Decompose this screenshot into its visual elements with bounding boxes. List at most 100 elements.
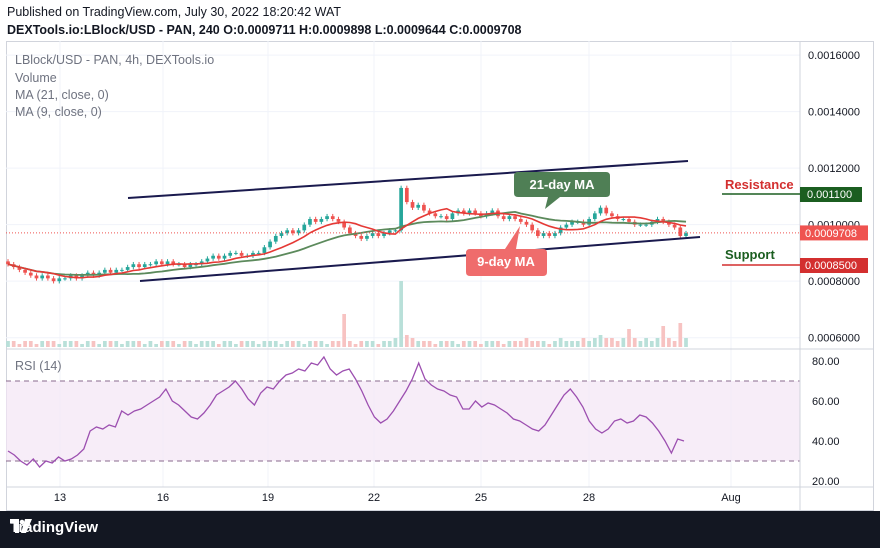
candle [234, 250, 238, 256]
candle [325, 213, 329, 222]
volume-bar [40, 341, 45, 347]
volume-bar [17, 344, 22, 347]
candle [598, 205, 603, 216]
volume-bar [85, 341, 90, 347]
legend-ma9: MA (9, close, 0) [15, 105, 102, 119]
volume-bar [627, 329, 631, 347]
candle [541, 230, 546, 239]
candle [507, 213, 512, 222]
volume-bar [456, 344, 460, 347]
volume-bar [103, 341, 107, 347]
volume-bar [490, 341, 495, 347]
volume-bar [273, 341, 278, 347]
candle [359, 233, 364, 242]
volume-bar [51, 341, 56, 347]
high-value: 0.0009898 [312, 23, 372, 37]
volume-bar [433, 344, 438, 347]
candle [553, 230, 557, 239]
tradingview-logo-icon [10, 519, 32, 533]
volume-bar [125, 341, 130, 347]
candle [450, 211, 455, 222]
volume-bar [28, 341, 33, 347]
ma9-line [7, 207, 687, 279]
tradingview-logo[interactable]: TradingView [10, 519, 98, 536]
volume-bar [34, 344, 39, 347]
price-tick: 0.0016000 [808, 50, 860, 62]
channel-upper [127, 160, 689, 199]
volume-bar [427, 341, 432, 347]
volume-bar [524, 338, 529, 347]
candle [564, 222, 569, 230]
volume-bar [410, 338, 415, 347]
ohlc-line: DEXTools.io:LBlock/USD - PAN, 240 O:0.00… [7, 23, 522, 37]
volume-bar [547, 344, 552, 347]
volume-bar [74, 341, 79, 347]
candle [439, 213, 443, 219]
volume-bar [68, 341, 73, 347]
volume-bar [97, 344, 102, 347]
candle [308, 216, 312, 227]
volume-bar [148, 341, 153, 347]
volume-bar [632, 338, 637, 347]
volume-bar [598, 335, 603, 347]
volume-bar [177, 344, 181, 347]
candle [524, 219, 529, 227]
volume-bar [154, 344, 158, 347]
volume-bar [234, 344, 238, 347]
volume-bar [479, 344, 483, 347]
symbol-label: DEXTools.io:LBlock/USD - PAN, 240 [7, 23, 220, 37]
rsi-band [6, 381, 800, 461]
candle [461, 208, 466, 216]
candle [302, 222, 307, 233]
volume-bar [182, 341, 187, 347]
volume-bar [496, 341, 500, 347]
volume-bar [393, 338, 398, 347]
ma21-annotation: 21-day MA [514, 172, 610, 209]
volume-bar [165, 341, 170, 347]
volume-bar [473, 341, 478, 347]
low-value: 0.0009644 [386, 23, 446, 37]
candle [148, 261, 153, 267]
volume-bar [302, 344, 307, 347]
candle [678, 225, 683, 239]
volume-bar [251, 341, 255, 347]
price-tick: 0.0008000 [808, 276, 860, 288]
volume-bar [216, 344, 221, 347]
volume-bar [684, 338, 688, 347]
candle [427, 208, 432, 216]
candle [228, 250, 233, 259]
resistance-tag [800, 187, 862, 202]
volume-bar [610, 338, 614, 347]
volume-bar [461, 341, 466, 347]
volume-bar [325, 344, 329, 347]
volume-bar [91, 341, 96, 347]
volume-bar [644, 338, 648, 347]
published-text: Published on TradingView.com, July 30, 2… [7, 5, 341, 19]
volume-bar [114, 341, 119, 347]
ma9-annotation: 9-day MA [466, 226, 547, 276]
volume-bar [439, 341, 443, 347]
candle [285, 228, 290, 236]
support-tag-text: 0.0008500 [805, 260, 857, 272]
volume-bar [159, 341, 164, 347]
volume-bar [80, 344, 84, 347]
chart-svg[interactable]: 21-day MA 9-day MA Resistance Support 0.… [0, 0, 880, 511]
candle [604, 205, 609, 216]
candle [370, 230, 375, 239]
volume-bar [319, 341, 324, 347]
volume-bar [262, 341, 267, 347]
volume-bar [222, 341, 227, 347]
volume-bar [621, 338, 626, 347]
candle [319, 216, 324, 225]
time-tick: Aug [721, 492, 741, 504]
volume-bar [422, 341, 426, 347]
price-tick: 0.0006000 [808, 333, 860, 345]
volume-bar [387, 341, 392, 347]
candle [211, 253, 215, 261]
volume-bar [467, 341, 472, 347]
candle [592, 211, 597, 222]
volume-bar [553, 341, 557, 347]
candle [330, 213, 335, 222]
volume-bar [171, 341, 176, 347]
volume-bar [285, 341, 290, 347]
